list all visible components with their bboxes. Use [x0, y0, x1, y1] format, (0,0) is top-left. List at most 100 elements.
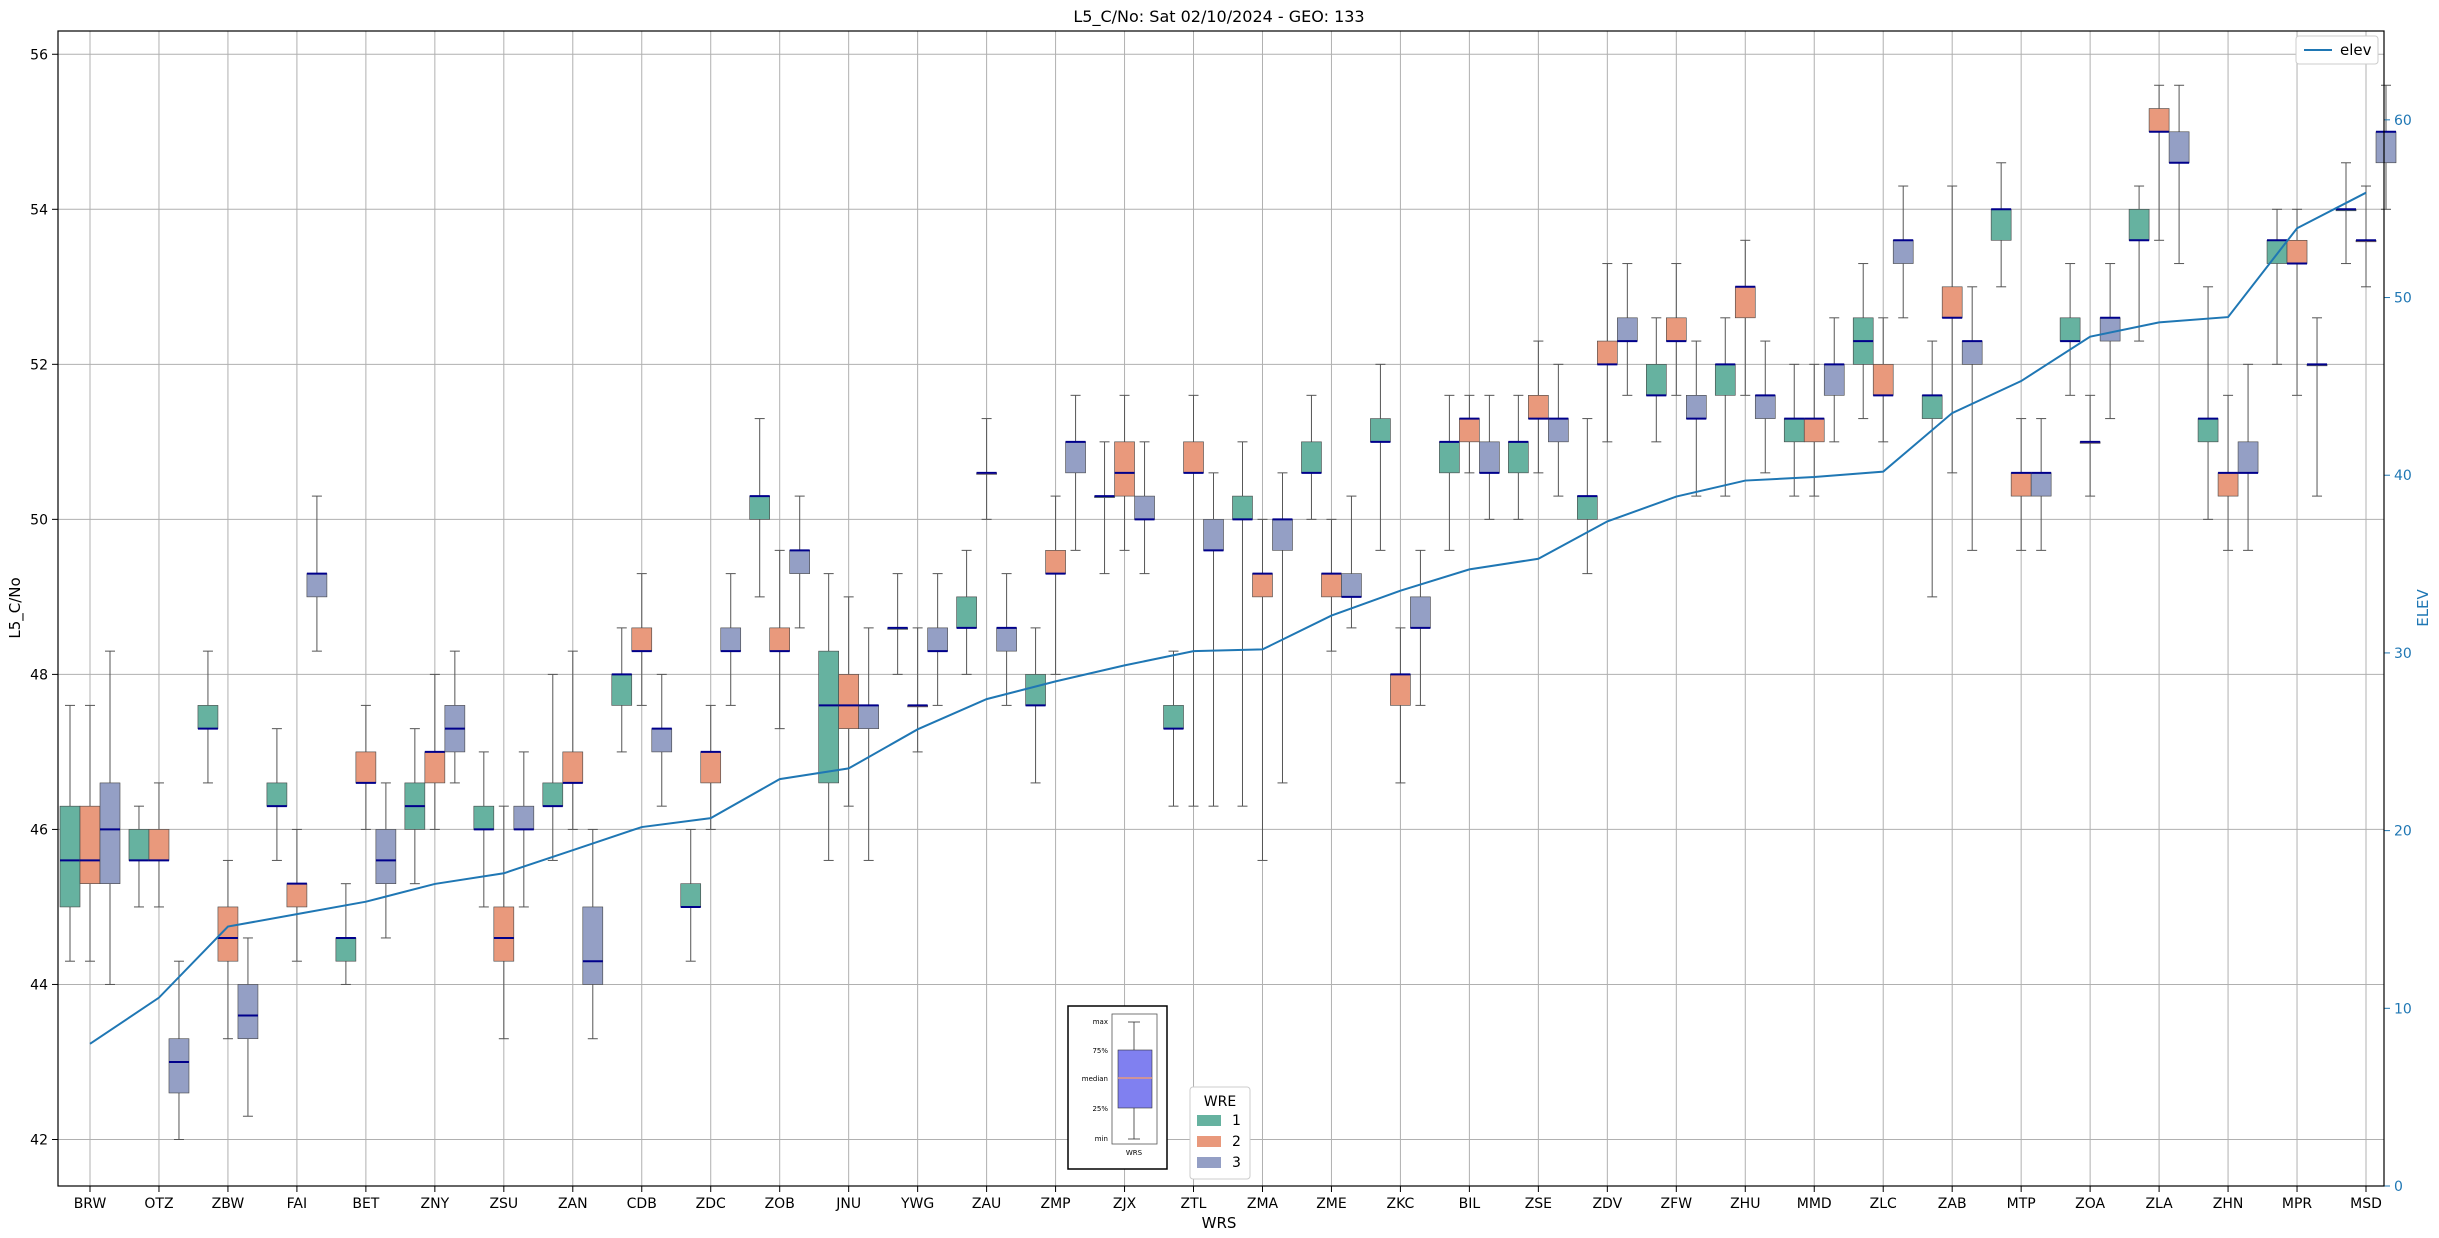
- box-wre2-zob: [769, 549, 790, 730]
- box-iqr: [197, 705, 219, 729]
- box-wre3-zau: [996, 573, 1017, 706]
- box-iqr: [2197, 418, 2219, 443]
- box-wre2-zse: [1528, 340, 1549, 474]
- box-iqr: [473, 805, 495, 830]
- box-wre2-msd: [2355, 185, 2377, 288]
- box-wre3-ztl: [1203, 472, 1224, 807]
- box-wre1-otz: [128, 805, 150, 908]
- box-iqr: [1370, 418, 1391, 443]
- box-wre2-zjx: [1114, 394, 1135, 551]
- box-iqr: [1341, 573, 1362, 598]
- box-wre3-zma: [1272, 472, 1293, 784]
- box-wre2-zme: [1321, 518, 1342, 652]
- box-iqr: [2030, 472, 2052, 497]
- box-wre3-mtp: [2030, 418, 2052, 551]
- x-tick-label: FAI: [287, 1196, 307, 1212]
- box-iqr: [1941, 286, 1963, 319]
- box-iqr: [1508, 441, 1529, 474]
- y-tick-label: 50: [30, 512, 48, 528]
- box-iqr: [1577, 495, 1598, 520]
- x-tick-label: ZFW: [1661, 1196, 1693, 1212]
- boxplot-key-box: [1117, 1049, 1153, 1109]
- y-tick-label: 48: [30, 667, 48, 683]
- box-wre2-fai: [286, 828, 308, 962]
- box-iqr: [2128, 208, 2150, 241]
- box-iqr: [1045, 550, 1066, 574]
- y2-tick-label: 30: [2394, 646, 2412, 662]
- box-iqr: [286, 883, 308, 908]
- x-tick-label: ZSU: [489, 1196, 518, 1212]
- box-iqr: [1961, 340, 1983, 365]
- box-wre1-zob: [749, 418, 770, 598]
- elev-line-layer: [89, 191, 2367, 1045]
- box-wre1-mpr: [2266, 208, 2288, 365]
- y2-tick-label: 20: [2394, 824, 2412, 840]
- box-iqr: [1479, 441, 1500, 474]
- x-tick-label: ZHN: [2213, 1196, 2244, 1212]
- y-tick-label: 52: [30, 357, 48, 373]
- box-iqr: [128, 829, 150, 861]
- wre-legend-label-3: 3: [1232, 1155, 1241, 1171]
- elev-legend-frame: [2295, 35, 2379, 65]
- box-wre2-zoa: [2079, 394, 2101, 497]
- box-iqr: [858, 705, 879, 729]
- box-iqr: [1823, 364, 1845, 396]
- box-iqr: [542, 782, 564, 807]
- x-tick-label: BRW: [74, 1196, 107, 1212]
- box-wre2-zmp: [1045, 495, 1066, 675]
- x-tick-label: ZLA: [2145, 1196, 2173, 1212]
- box-iqr: [513, 805, 535, 830]
- box-wre1-ywg: [887, 573, 908, 675]
- x-tick-label: ZBW: [212, 1196, 245, 1212]
- box-wre1-bet: [335, 883, 357, 985]
- wre-legend-label-1: 1: [1232, 1113, 1241, 1129]
- box-wre2-zdc: [700, 704, 722, 830]
- box-wre3-zny: [444, 650, 466, 784]
- x-tick-label: ZSE: [1525, 1196, 1552, 1212]
- box-iqr: [700, 751, 722, 784]
- box-iqr: [651, 728, 673, 753]
- elev-legend-label: elev: [2340, 41, 2372, 59]
- wre-legend-title: WRE: [1204, 1094, 1236, 1110]
- x-tick-label: ZME: [1316, 1196, 1347, 1212]
- boxplot-key-inset: max 75% median 25% min WRS: [1067, 1005, 1168, 1170]
- y2-tick-label: 0: [2394, 1179, 2403, 1195]
- box-wre3-cdb: [651, 673, 673, 807]
- box-wre1-zmp: [1025, 627, 1046, 784]
- box-wre3-zse: [1548, 363, 1569, 497]
- box-iqr: [493, 906, 515, 962]
- y-tick-label: 42: [30, 1132, 48, 1148]
- box-iqr: [1134, 495, 1155, 520]
- y2-tick-label: 50: [2394, 291, 2412, 307]
- box-iqr: [611, 674, 633, 706]
- box-wre1-zlc: [1852, 263, 1874, 420]
- box-wre2-mmd: [1803, 363, 1825, 497]
- box-wre1-zbw: [197, 650, 219, 784]
- box-wre3-zfw: [1686, 340, 1707, 497]
- box-iqr: [680, 883, 702, 908]
- box-iqr: [2217, 472, 2239, 497]
- wre-legend: WRE 1 2 3: [1189, 1086, 1251, 1180]
- box-wre3-otz: [168, 960, 190, 1140]
- box-iqr: [1065, 441, 1086, 474]
- box-iqr: [789, 550, 810, 574]
- box-iqr: [1203, 519, 1224, 551]
- box-layer: [59, 84, 2397, 1140]
- box-wre3-zdv: [1617, 263, 1638, 396]
- box-iqr: [818, 650, 839, 784]
- box-wre2-jnu: [838, 596, 859, 807]
- box-iqr: [2237, 441, 2259, 474]
- x-tick-label: MMD: [1797, 1196, 1832, 1212]
- x-tick-label: OTZ: [144, 1196, 173, 1212]
- box-wre1-brw: [59, 704, 81, 962]
- box-wre2-zsu: [493, 805, 515, 1040]
- x-tick-label: ZDC: [696, 1196, 726, 1212]
- boxplot-key-caption: WRS: [1126, 1149, 1143, 1157]
- box-wre3-bil: [1479, 394, 1500, 520]
- box-wre1-zdc: [680, 828, 702, 962]
- box-wre1-fai: [266, 728, 288, 861]
- box-iqr: [1301, 441, 1322, 474]
- box-wre1-cdb: [611, 627, 633, 753]
- box-iqr: [1646, 364, 1667, 396]
